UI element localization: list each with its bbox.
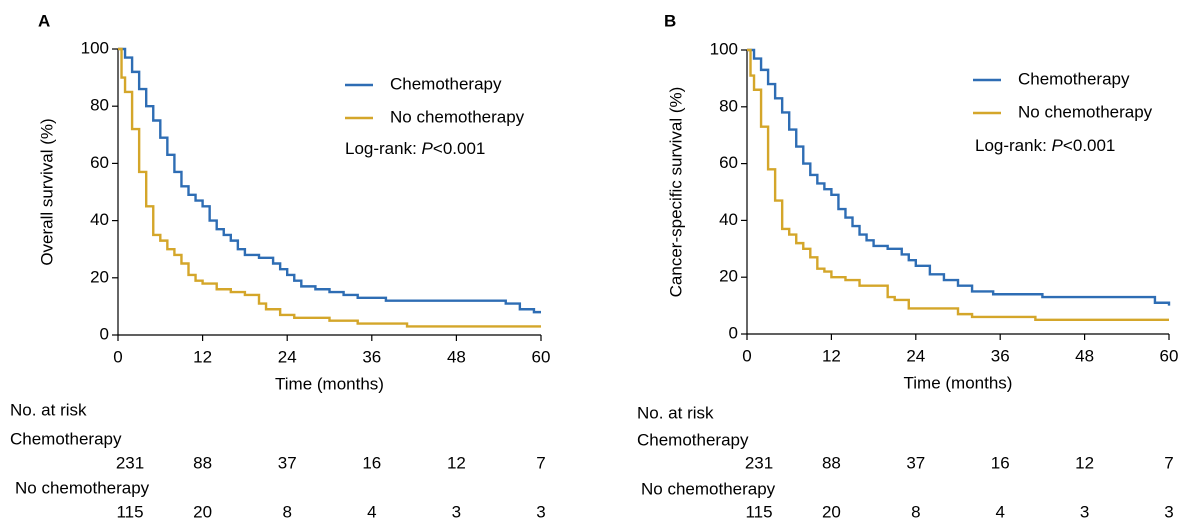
risk-count: 16: [362, 453, 381, 472]
annotation-part: Log-rank:: [345, 139, 422, 158]
risk-count: 88: [193, 453, 212, 472]
survival-line: [747, 48, 1169, 321]
risk-row-name: No chemotherapy: [641, 479, 776, 498]
x-tick-label: 12: [822, 346, 841, 365]
y-tick-label: 0: [729, 323, 738, 342]
risk-count: 7: [536, 453, 545, 472]
legend-label: No chemotherapy: [390, 107, 525, 126]
risk-table-title: No. at risk: [637, 403, 714, 422]
legend-label: Chemotherapy: [390, 74, 502, 93]
risk-row-name: Chemotherapy: [10, 429, 122, 448]
y-tick-label: 60: [90, 153, 109, 172]
risk-row-name: Chemotherapy: [637, 430, 749, 449]
y-tick-label: 100: [710, 39, 738, 58]
risk-count: 12: [447, 453, 466, 472]
risk-count: 231: [745, 453, 773, 472]
x-axis-title: Time (months): [275, 374, 384, 393]
risk-count: 115: [745, 502, 772, 521]
survival-line: [118, 47, 541, 314]
risk-count: 4: [995, 502, 1004, 521]
x-tick-label: 12: [193, 347, 212, 366]
risk-count: 37: [906, 453, 925, 472]
y-axis-title: Overall survival (%): [37, 118, 56, 265]
annotation-part: <0.001: [433, 139, 485, 158]
y-tick-label: 40: [719, 210, 738, 229]
risk-count: 16: [991, 453, 1010, 472]
risk-count: 88: [822, 453, 841, 472]
y-tick-label: 80: [719, 96, 738, 115]
y-tick-label: 40: [90, 210, 109, 229]
x-tick-label: 24: [278, 347, 297, 366]
survival-line: [118, 47, 541, 328]
y-tick-label: 80: [90, 96, 109, 115]
x-tick-label: 60: [1160, 346, 1179, 365]
risk-count: 12: [1075, 453, 1094, 472]
y-tick-label: 60: [719, 153, 738, 172]
survival-line: [747, 48, 1171, 306]
x-tick-label: 36: [991, 346, 1010, 365]
y-tick-label: 20: [90, 267, 109, 286]
x-tick-label: 48: [447, 347, 466, 366]
annotation: Log-rank: P<0.001: [345, 139, 485, 158]
annotation-part: Log-rank:: [975, 136, 1052, 155]
risk-count: 3: [1164, 502, 1173, 521]
risk-count: 7: [1164, 453, 1173, 472]
risk-count: 4: [367, 502, 376, 521]
x-tick-label: 36: [362, 347, 381, 366]
x-tick-label: 0: [742, 346, 751, 365]
x-tick-label: 48: [1075, 346, 1094, 365]
risk-count: 3: [536, 502, 545, 521]
risk-count: 231: [116, 453, 144, 472]
risk-count: 20: [193, 502, 212, 521]
risk-row-name: No chemotherapy: [15, 478, 150, 497]
legend-label: Chemotherapy: [1018, 69, 1130, 88]
legend-label: No chemotherapy: [1018, 102, 1153, 121]
y-axis-title: Cancer-specific survival (%): [666, 87, 685, 298]
panel-label: A: [38, 11, 50, 30]
annotation-part: P: [1052, 136, 1064, 155]
annotation-part: P: [422, 139, 434, 158]
risk-count: 20: [822, 502, 841, 521]
y-tick-label: 100: [81, 38, 109, 57]
risk-count: 8: [282, 502, 291, 521]
risk-count: 37: [278, 453, 297, 472]
risk-count: 3: [452, 502, 461, 521]
annotation: Log-rank: P<0.001: [975, 136, 1115, 155]
x-axis-title: Time (months): [904, 373, 1013, 392]
risk-count: 8: [911, 502, 920, 521]
risk-count: 3: [1080, 502, 1089, 521]
annotation-part: <0.001: [1063, 136, 1115, 155]
x-tick-label: 60: [532, 347, 551, 366]
risk-count: 115: [116, 502, 143, 521]
panel-label: B: [664, 11, 676, 30]
risk-table-title: No. at risk: [10, 400, 87, 419]
y-tick-label: 20: [719, 267, 738, 286]
y-tick-label: 0: [100, 324, 109, 343]
x-tick-label: 24: [906, 346, 925, 365]
x-tick-label: 0: [113, 347, 122, 366]
